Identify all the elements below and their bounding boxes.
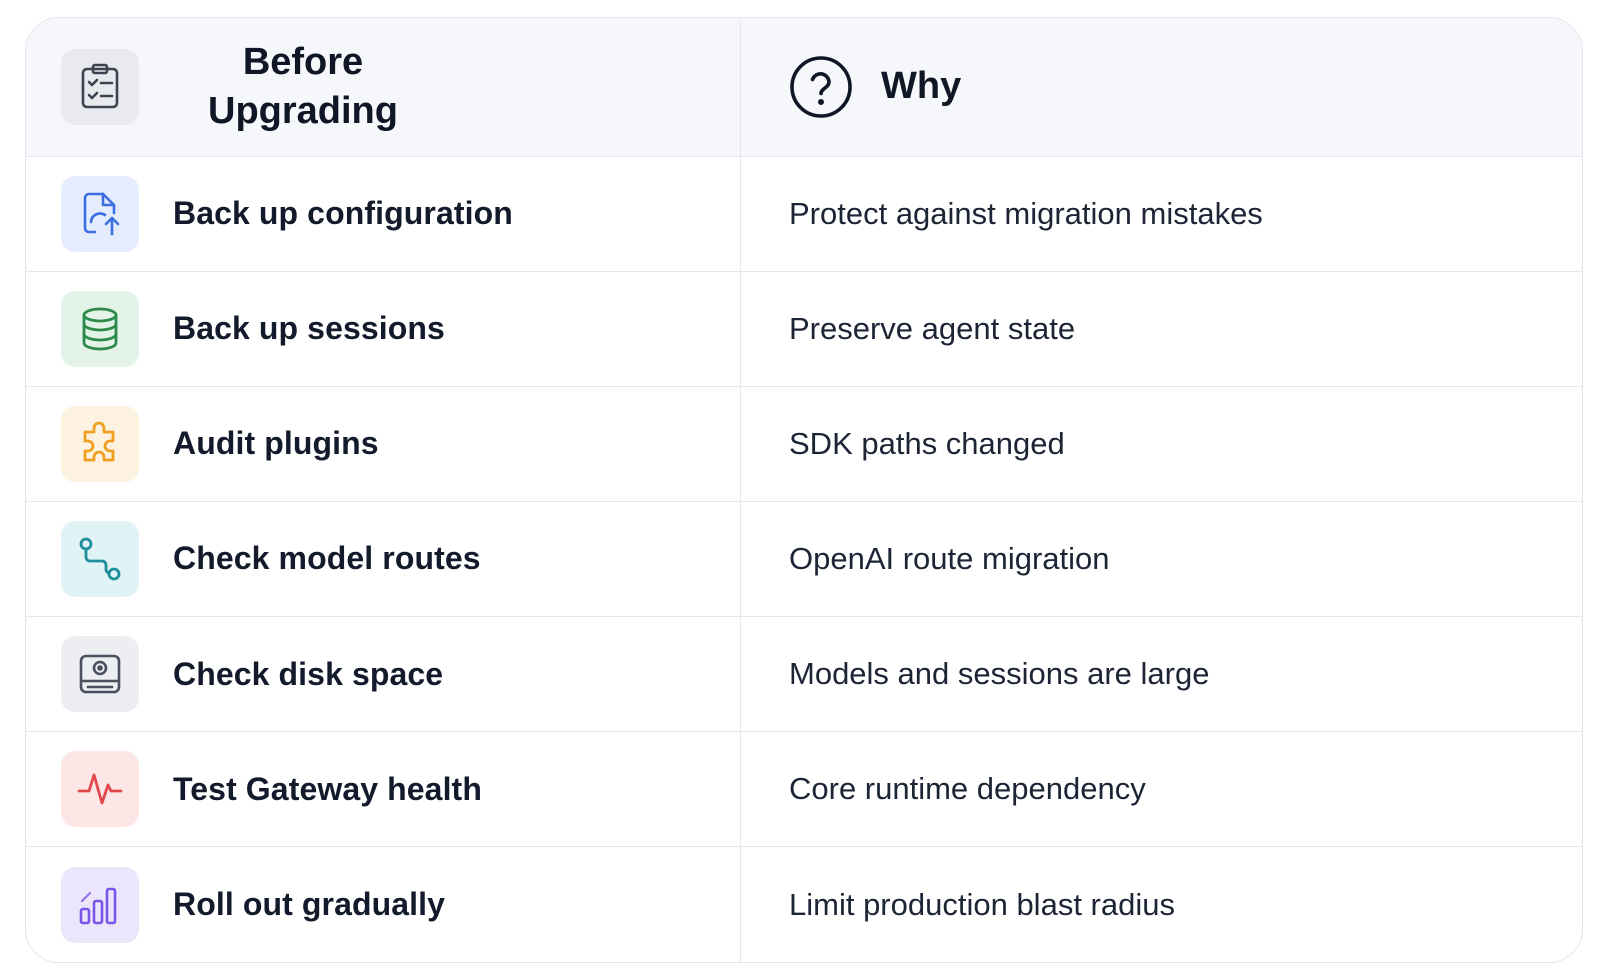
why-text: Core runtime dependency bbox=[789, 771, 1146, 807]
step-cell: Back up configuration bbox=[26, 156, 741, 272]
database-icon bbox=[61, 290, 139, 367]
table-row: Back up sessions Preserve agent state bbox=[26, 271, 1582, 387]
activity-icon bbox=[61, 751, 139, 828]
table-row: Back up configuration Protect against mi… bbox=[26, 156, 1582, 272]
column-title-before-upgrading: Before Upgrading bbox=[208, 40, 398, 132]
why-cell: Core runtime dependency bbox=[740, 731, 1582, 848]
step-label: Roll out gradually bbox=[173, 886, 446, 923]
step-cell: Audit plugins bbox=[26, 386, 741, 502]
why-cell: OpenAI route migration bbox=[740, 501, 1582, 618]
file-upload-icon bbox=[61, 175, 139, 252]
why-text: SDK paths changed bbox=[789, 425, 1065, 461]
step-label: Audit plugins bbox=[173, 425, 379, 462]
table-row: Audit plugins SDK paths changed bbox=[26, 386, 1582, 502]
step-label: Back up configuration bbox=[173, 195, 513, 232]
why-text: Limit production blast radius bbox=[789, 886, 1175, 922]
why-text: OpenAI route migration bbox=[789, 540, 1110, 576]
table-row: Test Gateway health Core runtime depende… bbox=[26, 731, 1582, 848]
step-label: Back up sessions bbox=[173, 310, 445, 347]
bar-chart-icon bbox=[61, 866, 139, 943]
table-row: Check disk space Models and sessions are… bbox=[26, 616, 1582, 733]
step-cell: Test Gateway health bbox=[26, 731, 741, 848]
header-cell-before-upgrading: Before Upgrading bbox=[26, 18, 741, 157]
why-text: Preserve agent state bbox=[789, 310, 1076, 346]
why-cell: SDK paths changed bbox=[740, 386, 1582, 502]
step-cell: Check disk space bbox=[26, 616, 741, 733]
puzzle-icon bbox=[61, 405, 139, 482]
column-title-why: Why bbox=[881, 65, 962, 108]
step-cell: Back up sessions bbox=[26, 271, 741, 387]
why-text: Models and sessions are large bbox=[789, 656, 1210, 692]
clipboard-check-icon bbox=[61, 48, 139, 125]
table-row: Roll out gradually Limit production blas… bbox=[26, 846, 1583, 962]
why-cell: Protect against migration mistakes bbox=[740, 156, 1582, 272]
route-icon bbox=[61, 520, 139, 597]
table-header-row: Before Upgrading Why bbox=[26, 18, 1582, 157]
table-row: Check model routes OpenAI route migratio… bbox=[26, 501, 1582, 618]
step-label: Test Gateway health bbox=[173, 770, 482, 807]
question-circle-icon bbox=[790, 55, 852, 118]
why-cell: Preserve agent state bbox=[740, 271, 1582, 387]
step-label: Check model routes bbox=[173, 540, 481, 577]
step-cell: Roll out gradually bbox=[26, 846, 741, 962]
upgrade-checklist-table: Before Upgrading Why bbox=[25, 17, 1583, 963]
hard-drive-icon bbox=[61, 636, 139, 713]
step-cell: Check model routes bbox=[26, 501, 741, 618]
step-label: Check disk space bbox=[173, 655, 444, 692]
why-cell: Limit production blast radius bbox=[741, 847, 1583, 962]
header-cell-why: Why bbox=[740, 18, 1582, 157]
why-cell: Models and sessions are large bbox=[740, 616, 1582, 733]
why-text: Protect against migration mistakes bbox=[789, 195, 1263, 231]
